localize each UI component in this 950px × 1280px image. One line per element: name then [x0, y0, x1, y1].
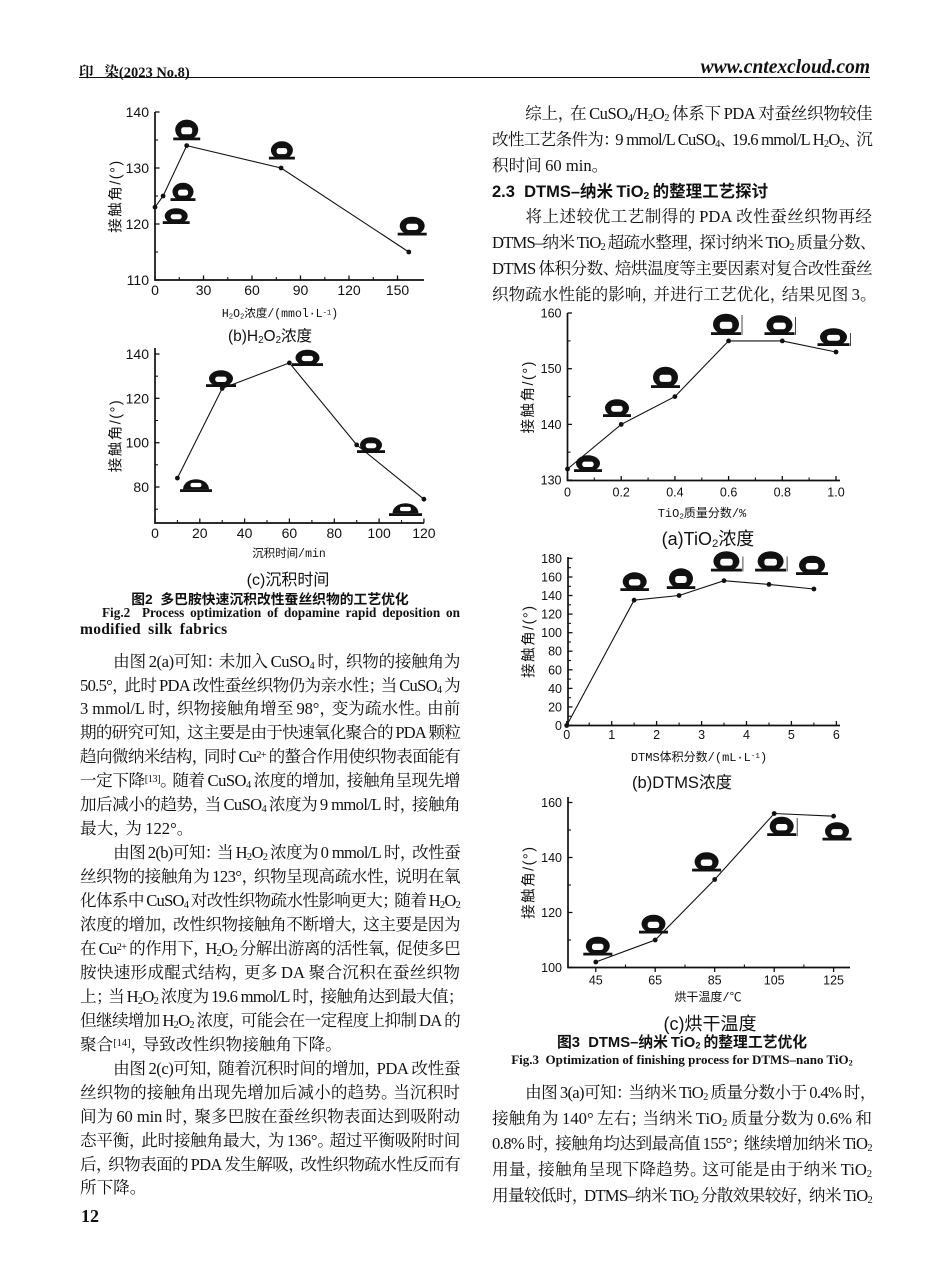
- svg-text:0.2: 0.2: [613, 486, 630, 500]
- svg-text:120: 120: [541, 608, 562, 622]
- svg-text:30: 30: [196, 282, 212, 298]
- svg-text:60: 60: [548, 663, 562, 677]
- svg-text:0: 0: [151, 282, 159, 298]
- svg-text:2: 2: [653, 728, 660, 742]
- svg-text:105: 105: [764, 974, 785, 988]
- svg-text:100: 100: [541, 626, 562, 640]
- svg-text:140: 140: [126, 104, 150, 120]
- svg-text:20: 20: [548, 700, 562, 714]
- svg-text:5: 5: [788, 728, 795, 742]
- svg-text:0.6: 0.6: [720, 486, 737, 500]
- svg-text:140: 140: [541, 589, 562, 603]
- svg-text:60: 60: [282, 525, 298, 541]
- svg-text:120: 120: [126, 390, 150, 406]
- svg-text:120: 120: [126, 216, 150, 232]
- svg-text:85: 85: [708, 974, 722, 988]
- svg-text:160: 160: [541, 571, 562, 585]
- svg-text:1: 1: [608, 728, 615, 742]
- svg-text:100: 100: [126, 435, 150, 451]
- svg-text:100: 100: [541, 961, 562, 975]
- svg-text:60: 60: [244, 282, 260, 298]
- svg-text:3: 3: [698, 728, 705, 742]
- svg-text:140: 140: [126, 346, 150, 362]
- svg-text:0: 0: [151, 525, 159, 541]
- svg-text:0: 0: [564, 486, 571, 500]
- svg-text:接触角/(°): 接触角/(°): [521, 845, 538, 918]
- svg-text:接触角/(°): 接触角/(°): [520, 360, 537, 433]
- svg-text:0: 0: [555, 719, 562, 733]
- svg-text:140: 140: [541, 418, 562, 432]
- svg-text:120: 120: [412, 525, 436, 541]
- svg-text:1.0: 1.0: [827, 486, 844, 500]
- svg-text:150: 150: [541, 362, 562, 376]
- svg-text:125: 125: [823, 974, 844, 988]
- svg-text:100: 100: [367, 525, 391, 541]
- svg-text:4: 4: [743, 728, 750, 742]
- svg-text:120: 120: [337, 282, 361, 298]
- svg-text:接触角/(°): 接触角/(°): [108, 399, 125, 472]
- svg-text:80: 80: [548, 645, 562, 659]
- svg-text:160: 160: [541, 307, 562, 321]
- svg-text:接触角/(°): 接触角/(°): [108, 159, 125, 232]
- svg-text:130: 130: [541, 474, 562, 488]
- svg-text:160: 160: [541, 796, 562, 810]
- svg-text:80: 80: [327, 525, 343, 541]
- svg-text:150: 150: [386, 282, 410, 298]
- svg-text:65: 65: [648, 974, 662, 988]
- svg-text:120: 120: [541, 906, 562, 920]
- svg-text:20: 20: [192, 525, 208, 541]
- svg-text:110: 110: [127, 272, 150, 288]
- svg-text:6: 6: [833, 728, 840, 742]
- svg-text:40: 40: [237, 525, 253, 541]
- svg-text:80: 80: [133, 479, 149, 495]
- svg-text:130: 130: [126, 160, 150, 176]
- svg-text:0.8: 0.8: [774, 486, 791, 500]
- svg-text:接触角/(°): 接触角/(°): [521, 604, 538, 677]
- svg-text:0.4: 0.4: [666, 486, 683, 500]
- svg-text:45: 45: [589, 974, 603, 988]
- svg-text:140: 140: [541, 851, 562, 865]
- svg-text:180: 180: [541, 552, 562, 566]
- svg-text:90: 90: [293, 282, 309, 298]
- svg-text:40: 40: [548, 682, 562, 696]
- svg-text:0: 0: [563, 728, 570, 742]
